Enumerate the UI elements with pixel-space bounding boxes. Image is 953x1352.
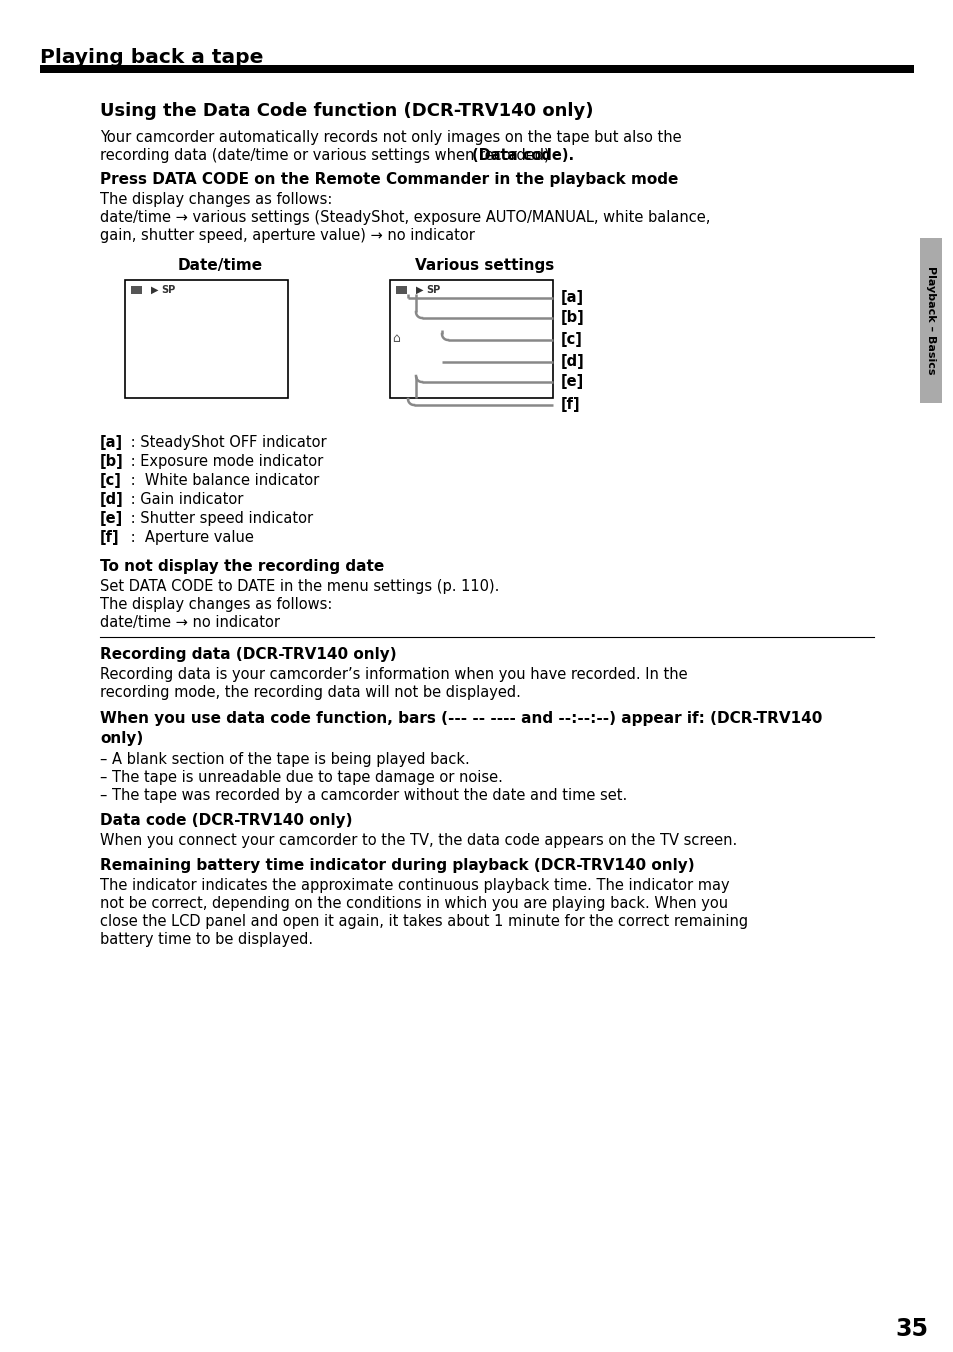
Text: Using the Data Code function (DCR-TRV140 only): Using the Data Code function (DCR-TRV140… [100,101,593,120]
Text: [a]: [a] [560,289,583,306]
Text: 35: 35 [895,1317,927,1341]
Bar [919,238,941,403]
Text: The display changes as follows:: The display changes as follows: [100,598,332,612]
Text: Press DATA CODE on the Remote Commander in the playback mode: Press DATA CODE on the Remote Commander … [100,172,678,187]
Text: Various settings: Various settings [415,258,554,273]
Text: [d]: [d] [560,354,584,369]
Text: [b]: [b] [100,454,124,469]
Text: [e]: [e] [100,511,123,526]
Text: close the LCD panel and open it again, it takes about 1 minute for the correct r: close the LCD panel and open it again, i… [100,914,747,929]
Text: Recording data (DCR-TRV140 only): Recording data (DCR-TRV140 only) [100,648,396,662]
Text: Set DATA CODE to DATE in the menu settings (p. 110).: Set DATA CODE to DATE in the menu settin… [100,579,498,594]
Text: date/time → various settings (SteadyShot, exposure AUTO/MANUAL, white balance,: date/time → various settings (SteadyShot… [100,210,710,224]
Text: – The tape is unreadable due to tape damage or noise.: – The tape is unreadable due to tape dam… [100,771,502,786]
Text: SP: SP [426,285,439,295]
Text: :  White balance indicator: : White balance indicator [126,473,319,488]
Text: [c]: [c] [560,333,582,347]
Text: : SteadyShot OFF indicator: : SteadyShot OFF indicator [126,435,326,450]
Text: When you use data code function, bars (--- -- ---- and --:--:--) appear if: (DCR: When you use data code function, bars (-… [100,711,821,726]
Text: [d]: [d] [100,492,124,507]
Text: Date/time: Date/time [178,258,263,273]
Text: Playback – Basics: Playback – Basics [925,266,935,375]
Text: ⌂: ⌂ [392,333,399,345]
Text: Remaining battery time indicator during playback (DCR-TRV140 only): Remaining battery time indicator during … [100,859,694,873]
Text: [b]: [b] [560,310,584,324]
Text: – A blank section of the tape is being played back.: – A blank section of the tape is being p… [100,752,469,767]
Text: : Shutter speed indicator: : Shutter speed indicator [126,511,313,526]
Text: (Data code).: (Data code). [472,147,574,164]
Text: SP: SP [161,285,175,295]
Text: date/time → no indicator: date/time → no indicator [100,615,280,630]
Bar [395,287,407,293]
Text: Data code (DCR-TRV140 only): Data code (DCR-TRV140 only) [100,813,352,827]
Text: [c]: [c] [100,473,122,488]
Text: ▶: ▶ [416,285,423,295]
Text: – The tape was recorded by a camcorder without the date and time set.: – The tape was recorded by a camcorder w… [100,788,626,803]
Text: Your camcorder automatically records not only images on the tape but also the: Your camcorder automatically records not… [100,130,680,145]
Text: When you connect your camcorder to the TV, the data code appears on the TV scree: When you connect your camcorder to the T… [100,833,737,848]
Text: ▶: ▶ [151,285,158,295]
Bar [390,280,553,397]
Bar [131,287,142,293]
Text: gain, shutter speed, aperture value) → no indicator: gain, shutter speed, aperture value) → n… [100,228,475,243]
Text: To not display the recording date: To not display the recording date [100,558,384,575]
Text: The indicator indicates the approximate continuous playback time. The indicator : The indicator indicates the approximate … [100,877,729,894]
Text: battery time to be displayed.: battery time to be displayed. [100,932,313,946]
Text: Recording data is your camcorder’s information when you have recorded. In the: Recording data is your camcorder’s infor… [100,667,687,681]
Bar [40,65,913,73]
Bar [125,280,288,397]
Text: [f]: [f] [100,530,119,545]
Text: : Gain indicator: : Gain indicator [126,492,243,507]
Text: : Exposure mode indicator: : Exposure mode indicator [126,454,323,469]
Text: not be correct, depending on the conditions in which you are playing back. When : not be correct, depending on the conditi… [100,896,727,911]
Text: The display changes as follows:: The display changes as follows: [100,192,332,207]
Text: only): only) [100,731,143,746]
Text: recording data (date/time or various settings when recorded): recording data (date/time or various set… [100,147,554,164]
Text: :  Aperture value: : Aperture value [126,530,253,545]
Text: [f]: [f] [560,397,580,412]
Text: [a]: [a] [100,435,123,450]
Text: recording mode, the recording data will not be displayed.: recording mode, the recording data will … [100,685,520,700]
Text: [e]: [e] [560,375,583,389]
Text: Playing back a tape: Playing back a tape [40,49,263,68]
